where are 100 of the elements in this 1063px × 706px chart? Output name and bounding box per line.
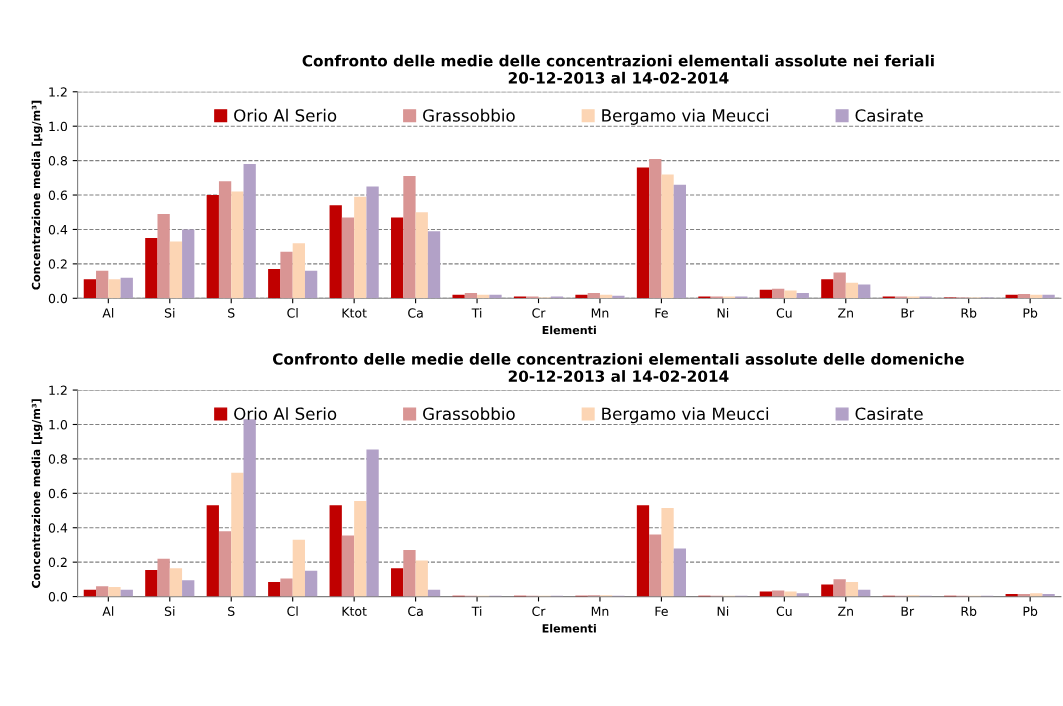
bar bbox=[403, 550, 416, 597]
bar bbox=[304, 270, 318, 299]
bar bbox=[96, 586, 109, 597]
bar bbox=[218, 181, 232, 299]
legend-label: Orio Al Serio bbox=[234, 108, 337, 122]
x-tick-label: Mn bbox=[591, 308, 609, 318]
chart-title: Confronto delle medie delle concentrazioni elementali assolute nei feriali 20-12-2013 al 14-02-2014 bbox=[302, 54, 934, 84]
y-tick-label: 0.0 bbox=[48, 592, 68, 602]
legend-label: Casirate bbox=[855, 407, 923, 421]
x-tick-label: Cl bbox=[287, 606, 298, 616]
bar bbox=[427, 231, 441, 299]
bar bbox=[280, 578, 293, 597]
y-tick-label: 0.4 bbox=[48, 224, 68, 235]
bar bbox=[452, 294, 465, 299]
bar bbox=[83, 279, 97, 299]
x-tick-label: Fe bbox=[655, 308, 668, 318]
x-tick-label: Cr bbox=[532, 606, 546, 616]
bar bbox=[341, 535, 355, 597]
bar bbox=[1042, 294, 1055, 299]
bar bbox=[231, 191, 244, 299]
y-tick-label: 0.6 bbox=[48, 190, 68, 200]
bar bbox=[329, 205, 342, 299]
chart-title: Confronto delle medie delle concentrazioni elementali assolute delle domeniche 20-12-2013 al 14-02-2014 bbox=[272, 353, 964, 382]
bar bbox=[845, 282, 859, 299]
bar bbox=[673, 548, 686, 597]
x-tick-label: Al bbox=[102, 606, 114, 616]
bar bbox=[268, 269, 281, 299]
y-tick-label: 0.8 bbox=[48, 454, 68, 464]
bar bbox=[858, 284, 871, 299]
legend-label: Casirate bbox=[855, 108, 923, 122]
bar bbox=[96, 270, 109, 299]
y-tick-label: 1.0 bbox=[49, 121, 68, 132]
bar bbox=[268, 581, 281, 597]
y-tick-label: 0.4 bbox=[48, 523, 68, 533]
bar bbox=[415, 560, 428, 597]
legend-label: Orio Al Serio bbox=[234, 407, 337, 421]
bar bbox=[796, 293, 809, 299]
bar bbox=[415, 212, 428, 299]
bar bbox=[649, 534, 662, 597]
x-tick-label: S bbox=[228, 606, 235, 616]
x-tick-label: S bbox=[228, 308, 235, 318]
bar bbox=[108, 279, 121, 299]
bar bbox=[169, 241, 183, 299]
x-tick-label: Pb bbox=[1023, 308, 1038, 318]
bar bbox=[145, 569, 158, 597]
x-tick-label: Pb bbox=[1023, 606, 1038, 616]
x-axis-title: Elementi bbox=[542, 325, 596, 335]
bar bbox=[821, 279, 834, 299]
bar bbox=[231, 472, 244, 597]
bar bbox=[304, 570, 318, 597]
bar bbox=[206, 195, 219, 299]
x-tick-label: Ktot bbox=[342, 308, 367, 318]
bar bbox=[108, 587, 121, 597]
bar bbox=[145, 238, 158, 299]
legend-label: Bergamo via Meucci bbox=[602, 108, 769, 125]
bar bbox=[759, 289, 773, 299]
x-tick-label: Cu bbox=[776, 606, 792, 616]
bar bbox=[391, 217, 404, 299]
x-tick-label: Br bbox=[901, 308, 915, 318]
bar bbox=[661, 174, 674, 299]
x-tick-label: Ca bbox=[408, 606, 423, 616]
bar bbox=[354, 196, 367, 299]
x-tick-label: Ni bbox=[717, 308, 729, 318]
bar bbox=[649, 158, 662, 299]
x-tick-label: Rb bbox=[961, 606, 977, 616]
x-tick-label: Ti bbox=[471, 606, 482, 616]
y-tick-label: 1.2 bbox=[49, 385, 67, 395]
bar bbox=[772, 288, 785, 299]
bar bbox=[182, 580, 195, 597]
x-tick-label: Ktot bbox=[342, 606, 367, 616]
y-tick-label: 1.0 bbox=[49, 419, 68, 430]
x-tick-label: Zn bbox=[838, 308, 853, 318]
bar bbox=[661, 507, 674, 597]
bar bbox=[845, 581, 859, 597]
x-tick-label: Ni bbox=[717, 606, 729, 616]
y-axis-title: Concentrazione media [µg/m³] bbox=[31, 100, 43, 290]
bar bbox=[464, 293, 478, 299]
x-tick-label: Zn bbox=[838, 606, 853, 616]
bar bbox=[206, 505, 219, 597]
x-tick-label: Cr bbox=[532, 308, 546, 318]
bar bbox=[833, 579, 846, 597]
legend-label: Grassobbio bbox=[423, 108, 515, 122]
bar bbox=[636, 167, 650, 299]
legend-label: Grassobbio bbox=[423, 407, 515, 421]
bar bbox=[784, 290, 797, 299]
x-tick-label: Ti bbox=[471, 308, 482, 318]
bar bbox=[120, 277, 133, 299]
bar bbox=[292, 539, 305, 597]
y-axis-title: Concentrazione media [µg/m³] bbox=[31, 399, 43, 588]
y-tick-label: 0.2 bbox=[48, 557, 67, 568]
x-tick-label: Al bbox=[102, 308, 114, 318]
x-tick-label: Fe bbox=[655, 606, 668, 616]
y-tick-label: 1.2 bbox=[49, 87, 67, 97]
x-tick-label: Rb bbox=[961, 308, 977, 318]
x-tick-label: Si bbox=[164, 308, 175, 318]
bar bbox=[366, 186, 379, 299]
bar bbox=[341, 217, 355, 299]
bar bbox=[1017, 293, 1031, 299]
bar bbox=[403, 176, 416, 299]
x-tick-label: Mn bbox=[591, 606, 609, 616]
